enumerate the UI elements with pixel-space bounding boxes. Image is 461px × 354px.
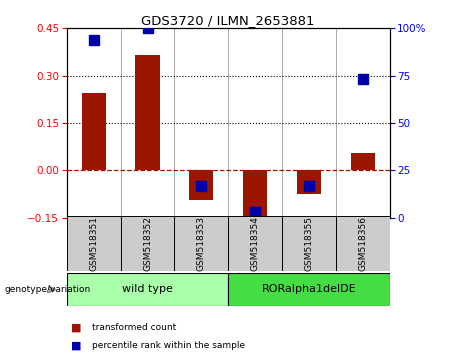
Point (305, 183, 313, 188)
Text: percentile rank within the sample: percentile rank within the sample (92, 341, 245, 350)
Text: GSM518351: GSM518351 (89, 216, 98, 271)
Text: RORalpha1delDE: RORalpha1delDE (261, 284, 356, 295)
Point (90, 37, 97, 42)
Bar (228, 216, 282, 271)
Text: GSM518352: GSM518352 (143, 216, 152, 271)
Bar (282, 216, 336, 271)
Bar (350, 153, 375, 170)
Text: GSM518354: GSM518354 (251, 216, 260, 271)
Bar (174, 216, 228, 271)
Text: GSM518355: GSM518355 (304, 216, 313, 271)
Text: GSM518353: GSM518353 (197, 216, 206, 271)
Bar (136, 55, 160, 170)
Bar (189, 170, 213, 200)
Point (198, 183, 205, 188)
Text: genotype/variation: genotype/variation (5, 285, 91, 294)
Text: ■: ■ (71, 340, 82, 350)
Point (359, 76, 366, 82)
Bar (336, 216, 390, 271)
Point (144, 25, 151, 31)
Text: wild type: wild type (122, 284, 173, 295)
Text: GSM518356: GSM518356 (358, 216, 367, 271)
Bar (121, 216, 174, 271)
Bar (243, 170, 267, 221)
Bar (67, 216, 121, 271)
Title: GDS3720 / ILMN_2653881: GDS3720 / ILMN_2653881 (142, 14, 315, 27)
Text: transformed count: transformed count (92, 323, 177, 332)
Bar (67, 273, 228, 306)
Point (251, 209, 259, 215)
Bar (228, 273, 390, 306)
Text: ■: ■ (71, 322, 82, 332)
Bar (297, 170, 321, 194)
Bar (82, 93, 106, 170)
